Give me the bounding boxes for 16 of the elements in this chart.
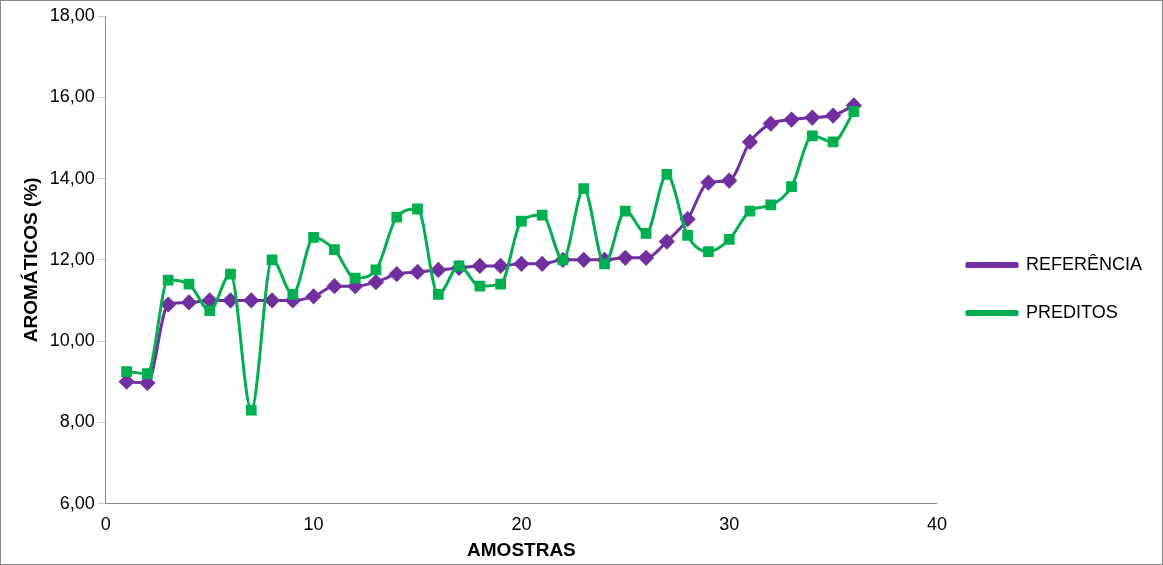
y-axis-title: AROMÁTICOS (%): [19, 177, 41, 343]
y-tick-label: 14,00: [49, 167, 95, 188]
y-tick-label: 16,00: [49, 86, 95, 107]
x-tick-label: 0: [100, 514, 111, 535]
y-tick-label: 12,00: [49, 248, 95, 269]
legend-label: REFERÊNCIA: [1025, 253, 1142, 274]
x-tick-label: 10: [303, 514, 324, 535]
x-tick-label: 30: [719, 514, 740, 535]
y-tick-label: 8,00: [59, 411, 95, 432]
legend-label: PREDITOS: [1025, 301, 1118, 322]
x-tick-label: 40: [926, 514, 947, 535]
x-tick-label: 20: [511, 514, 532, 535]
x-axis-title: AMOSTRAS: [467, 538, 576, 560]
y-tick-label: 18,00: [49, 4, 95, 25]
y-tick-label: 6,00: [59, 492, 95, 513]
y-tick-label: 10,00: [49, 330, 95, 351]
